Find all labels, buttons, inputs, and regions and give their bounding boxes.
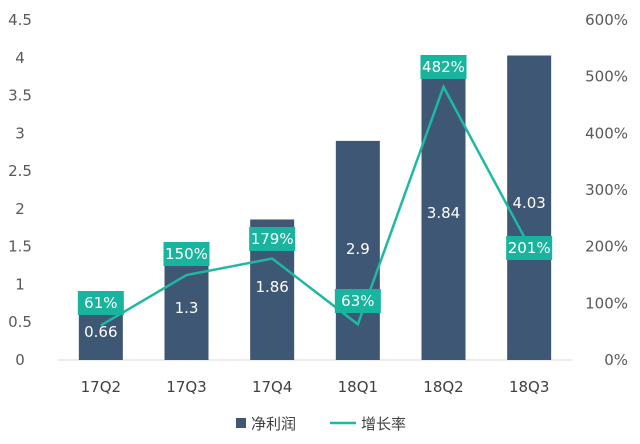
left-tick-label: 2.5: [8, 162, 32, 180]
growth-rate-label: 179%: [249, 227, 296, 251]
category-label: 18Q1: [338, 378, 378, 396]
growth-rate-label: 201%: [506, 236, 553, 260]
bar-value-label: 3.84: [427, 204, 460, 222]
right-tick-label: 600%: [585, 11, 628, 29]
bar: [421, 69, 466, 360]
bar: [507, 55, 552, 361]
right-axis: 0% 100% 200% 300% 400% 500% 600%: [585, 11, 628, 369]
growth-label-text: 150%: [165, 245, 208, 263]
legend: 净利润 增长率: [236, 415, 406, 433]
legend-label-bar: 净利润: [251, 415, 296, 433]
bar: [78, 310, 123, 360]
category-label: 17Q3: [166, 378, 206, 396]
growth-label-text: 179%: [251, 230, 294, 248]
left-tick-label: 3: [15, 124, 25, 142]
bar-value-label: 1.3: [175, 299, 199, 317]
growth-label-text: 482%: [422, 58, 465, 76]
left-tick-label: 1: [15, 275, 25, 293]
growth-rate-label: 61%: [77, 291, 124, 315]
growth-label-box: [506, 236, 553, 260]
left-tick-label: 4.5: [8, 11, 32, 29]
growth-rate-line: [100, 83, 531, 327]
bar-value-label: 4.03: [512, 194, 545, 212]
legend-label-line: 增长率: [361, 415, 406, 433]
bar-value-label: 1.86: [255, 278, 288, 296]
bar-value-labels: 0.66 1.3 1.86 2.9 3.84 4.03: [84, 194, 546, 341]
growth-rate-label: 63%: [334, 289, 381, 313]
growth-label-text: 63%: [341, 292, 374, 310]
category-label: 18Q3: [509, 378, 549, 396]
bar-value-label: 0.66: [84, 323, 117, 341]
growth-label-box: [77, 291, 124, 315]
growth-rate-labels: 61% 150% 179% 63% 482% 201%: [77, 55, 553, 315]
left-tick-label: 3.5: [8, 87, 32, 105]
left-tick-label: 0: [15, 351, 25, 369]
category-label: 17Q2: [81, 378, 121, 396]
left-axis: 0 0.5 1 1.5 2 2.5 3 3.5 4 4.5: [8, 11, 32, 369]
growth-rate-label: 150%: [163, 242, 210, 266]
growth-label-box: [249, 227, 296, 251]
right-tick-label: 100%: [585, 294, 628, 312]
category-label: 18Q2: [423, 378, 463, 396]
right-tick-label: 300%: [585, 181, 628, 199]
category-labels: 17Q2 17Q3 17Q4 18Q1 18Q2 18Q3: [81, 378, 550, 396]
growth-label-box: [163, 242, 210, 266]
growth-label-text: 61%: [84, 294, 117, 312]
category-label: 17Q4: [252, 378, 292, 396]
growth-label-box: [420, 55, 467, 79]
left-tick-label: 2: [15, 200, 25, 218]
bar-series: [78, 55, 552, 361]
growth-rate-label: 482%: [420, 55, 467, 79]
bar-value-label: 2.9: [346, 240, 370, 258]
legend-swatch-bar: [236, 418, 246, 428]
right-tick-label: 200%: [585, 238, 628, 256]
right-tick-label: 500%: [585, 68, 628, 86]
bar: [164, 261, 209, 360]
left-tick-label: 1.5: [8, 238, 32, 256]
growth-label-box: [334, 289, 381, 313]
growth-label-text: 201%: [508, 239, 551, 257]
left-tick-label: 4: [15, 49, 25, 67]
left-tick-label: 0.5: [8, 313, 32, 331]
right-tick-label: 400%: [585, 124, 628, 142]
right-tick-label: 0%: [604, 351, 628, 369]
